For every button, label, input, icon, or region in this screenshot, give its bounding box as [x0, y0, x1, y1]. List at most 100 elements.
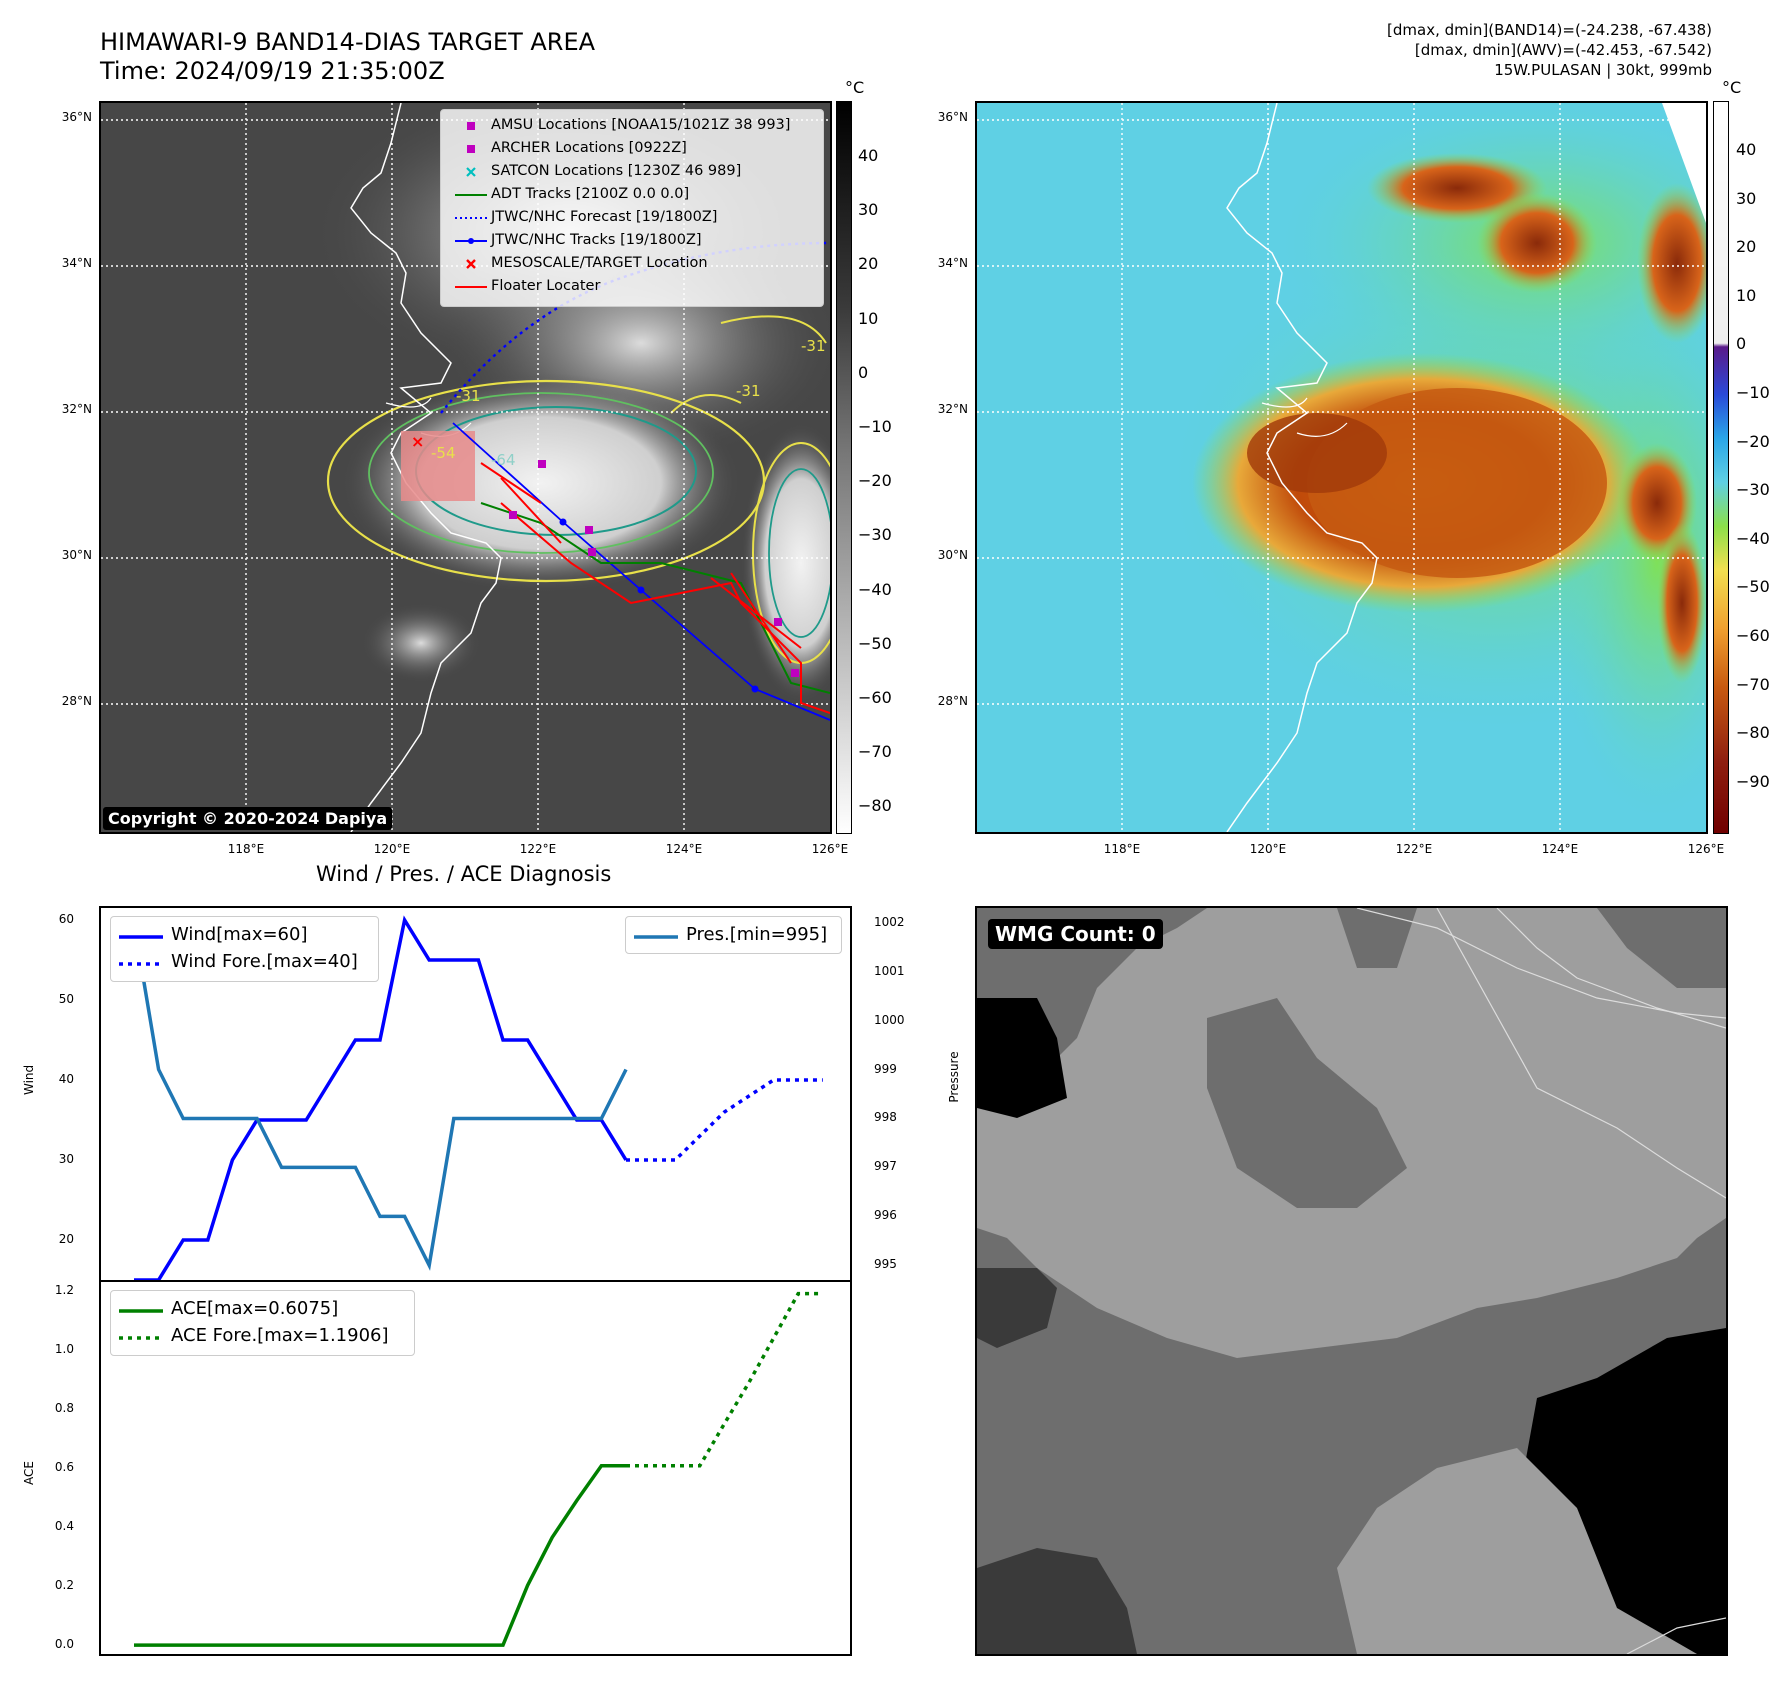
pressure-legend: Pres.[min=995]: [625, 916, 842, 954]
lon-label: 122°E: [519, 842, 557, 856]
colorbar-tick: 10: [858, 308, 879, 328]
lon-label: 118°E: [1103, 842, 1141, 856]
lat-label: 36°N: [61, 110, 92, 124]
solid-line-icon: [634, 935, 678, 939]
axis-tick: 30: [58, 1152, 74, 1166]
colorbar-tick: 40: [1736, 140, 1757, 159]
solid-line-icon: [455, 286, 487, 288]
axis-tick: 20: [58, 1232, 74, 1246]
dotted-line-icon: [119, 962, 163, 966]
copyright-badge: Copyright © 2020-2024 Dapiya: [103, 807, 393, 830]
wind-pressure-plot: Wind[max=60] Wind Fore.[max=40] Pres.[mi…: [99, 906, 852, 1282]
colorbar-tick: 20: [858, 254, 879, 274]
square-marker-icon: [467, 122, 475, 130]
pressure-axis-label: Pressure: [947, 1051, 961, 1103]
colorbar-tick: 30: [858, 200, 879, 220]
colorbar-tick: −40: [1736, 528, 1770, 548]
lat-label: 34°N: [937, 256, 968, 270]
series-line: [132, 922, 628, 1271]
colorbar-tick: −40: [858, 579, 892, 599]
wind-pressure-svg: [132, 915, 823, 1280]
chart-timestamp: Time: 2024/09/19 21:35:00Z: [100, 57, 445, 85]
solid-line-icon: [119, 1309, 163, 1313]
lon-label: 118°E: [227, 842, 265, 856]
wmg-count-badge: WMG Count: 0: [988, 919, 1163, 949]
colorbar-tick: −20: [858, 471, 892, 491]
contour-label: -54: [431, 444, 456, 462]
colorbar-tick: 30: [1736, 188, 1757, 208]
colorbar-tick: 10: [1736, 285, 1757, 305]
dotted-line-icon: [455, 217, 487, 219]
ace-plot: ACE[max=0.6075] ACE Fore.[max=1.1906]: [99, 1280, 852, 1656]
axis-tick: 0.2: [54, 1578, 74, 1593]
ace-axis-label: ACE: [22, 1461, 36, 1485]
axis-tick: 998: [874, 1110, 897, 1125]
colorbar-tick: 20: [1736, 237, 1757, 257]
colorbar-tick: −70: [858, 742, 892, 762]
colorbar-tick: 40: [858, 146, 879, 165]
lon-label: 126°E: [1687, 842, 1725, 856]
axis-tick: 0.8: [54, 1400, 74, 1415]
colorbar-tick: 0: [858, 362, 869, 382]
contour-label: -31: [736, 382, 761, 400]
square-marker-icon: [467, 145, 475, 153]
colorbar-tick: −50: [858, 633, 892, 653]
lon-label: 122°E: [1395, 842, 1433, 856]
colorbar-unit: °C: [1722, 78, 1742, 97]
lat-label: 30°N: [937, 548, 968, 562]
wind-axis-label: Wind: [22, 1064, 36, 1095]
lat-label: 28°N: [937, 694, 968, 708]
axis-tick: 40: [58, 1072, 74, 1086]
axis-tick: 50: [58, 992, 74, 1006]
lon-label: 124°E: [665, 842, 703, 856]
diagnosis-title: Wind / Pres. / ACE Diagnosis: [316, 862, 612, 886]
lon-label: 120°E: [1249, 842, 1287, 856]
wmg-svg: [977, 908, 1726, 1654]
x-marker-icon: [466, 259, 476, 269]
lat-label: 36°N: [937, 110, 968, 124]
grayscale-colorbar: [836, 101, 852, 834]
colorbar-tick: −80: [1736, 723, 1770, 743]
colorbar-tick: −80: [858, 796, 892, 816]
contour-label: -64: [491, 451, 516, 469]
ace-legend: ACE[max=0.6075] ACE Fore.[max=1.1906]: [110, 1290, 415, 1356]
colorbar-tick: −60: [858, 688, 892, 707]
dotted-line-icon: [119, 1336, 163, 1340]
axis-tick: 996: [874, 1208, 897, 1223]
contour-label: -31: [456, 387, 481, 405]
colorbar-tick: −30: [858, 525, 892, 545]
axis-tick: 0.0: [54, 1637, 74, 1652]
colorbar-tick: −30: [1736, 480, 1770, 500]
axis-tick: 1002: [874, 914, 905, 929]
colorbar-tick: −10: [1736, 383, 1770, 402]
axis-tick: 60: [58, 912, 74, 926]
colorbar-tick: −20: [1736, 431, 1770, 451]
dot-line-icon: [455, 238, 487, 244]
axis-tick: 0.6: [54, 1460, 74, 1474]
lat-label: 32°N: [61, 402, 92, 416]
awv-range: [dmax, dmin](AWV)=(-42.453, -67.542): [1414, 41, 1712, 59]
lon-label: 126°E: [811, 842, 849, 856]
lon-label: 124°E: [1541, 842, 1579, 856]
lat-label: 28°N: [61, 694, 92, 708]
series-line: [134, 1464, 626, 1647]
lat-label: 34°N: [61, 256, 92, 270]
awv-map-panel: [975, 101, 1708, 834]
ace-svg: [134, 1291, 823, 1647]
axis-tick: 999: [874, 1061, 897, 1076]
colorbar-tick: 0: [1736, 334, 1747, 354]
lat-label: 30°N: [61, 548, 92, 562]
x-marker-icon: [466, 167, 476, 177]
svg-text:×: ×: [411, 432, 424, 451]
lon-label: 120°E: [373, 842, 411, 856]
awv-map-svg: [977, 103, 1706, 832]
series-line: [626, 1291, 823, 1468]
band14-range: [dmax, dmin](BAND14)=(-24.238, -67.438): [1387, 21, 1712, 39]
chart-title: HIMAWARI-9 BAND14-DIAS TARGET AREA: [100, 28, 596, 56]
contour-label: -31: [801, 337, 826, 355]
wmg-panel: WMG Count: 0: [975, 906, 1728, 1656]
wind-legend: Wind[max=60] Wind Fore.[max=40]: [110, 916, 379, 982]
solid-line-icon: [455, 194, 487, 196]
axis-tick: 1001: [874, 963, 905, 978]
series-line: [626, 1078, 823, 1162]
